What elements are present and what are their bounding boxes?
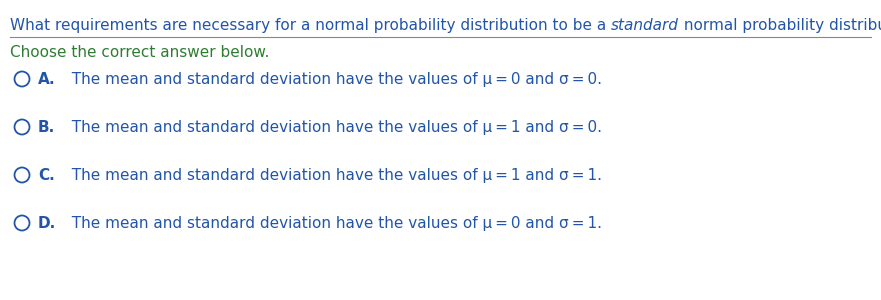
Text: A.: A.: [38, 72, 56, 87]
Text: standard: standard: [611, 18, 679, 33]
Text: The mean and standard deviation have the values of μ = 0 and σ = 1.: The mean and standard deviation have the…: [62, 216, 602, 231]
Text: Choose the correct answer below.: Choose the correct answer below.: [10, 45, 270, 60]
Text: D.: D.: [38, 216, 56, 231]
Text: normal probability distribution?: normal probability distribution?: [679, 18, 881, 33]
Text: B.: B.: [38, 120, 56, 135]
Text: The mean and standard deviation have the values of μ = 0 and σ = 0.: The mean and standard deviation have the…: [62, 72, 602, 87]
Text: The mean and standard deviation have the values of μ = 1 and σ = 1.: The mean and standard deviation have the…: [62, 168, 602, 183]
Text: What requirements are necessary for a normal probability distribution to be a: What requirements are necessary for a no…: [10, 18, 611, 33]
Text: The mean and standard deviation have the values of μ = 1 and σ = 0.: The mean and standard deviation have the…: [62, 120, 602, 135]
Text: C.: C.: [38, 168, 55, 183]
